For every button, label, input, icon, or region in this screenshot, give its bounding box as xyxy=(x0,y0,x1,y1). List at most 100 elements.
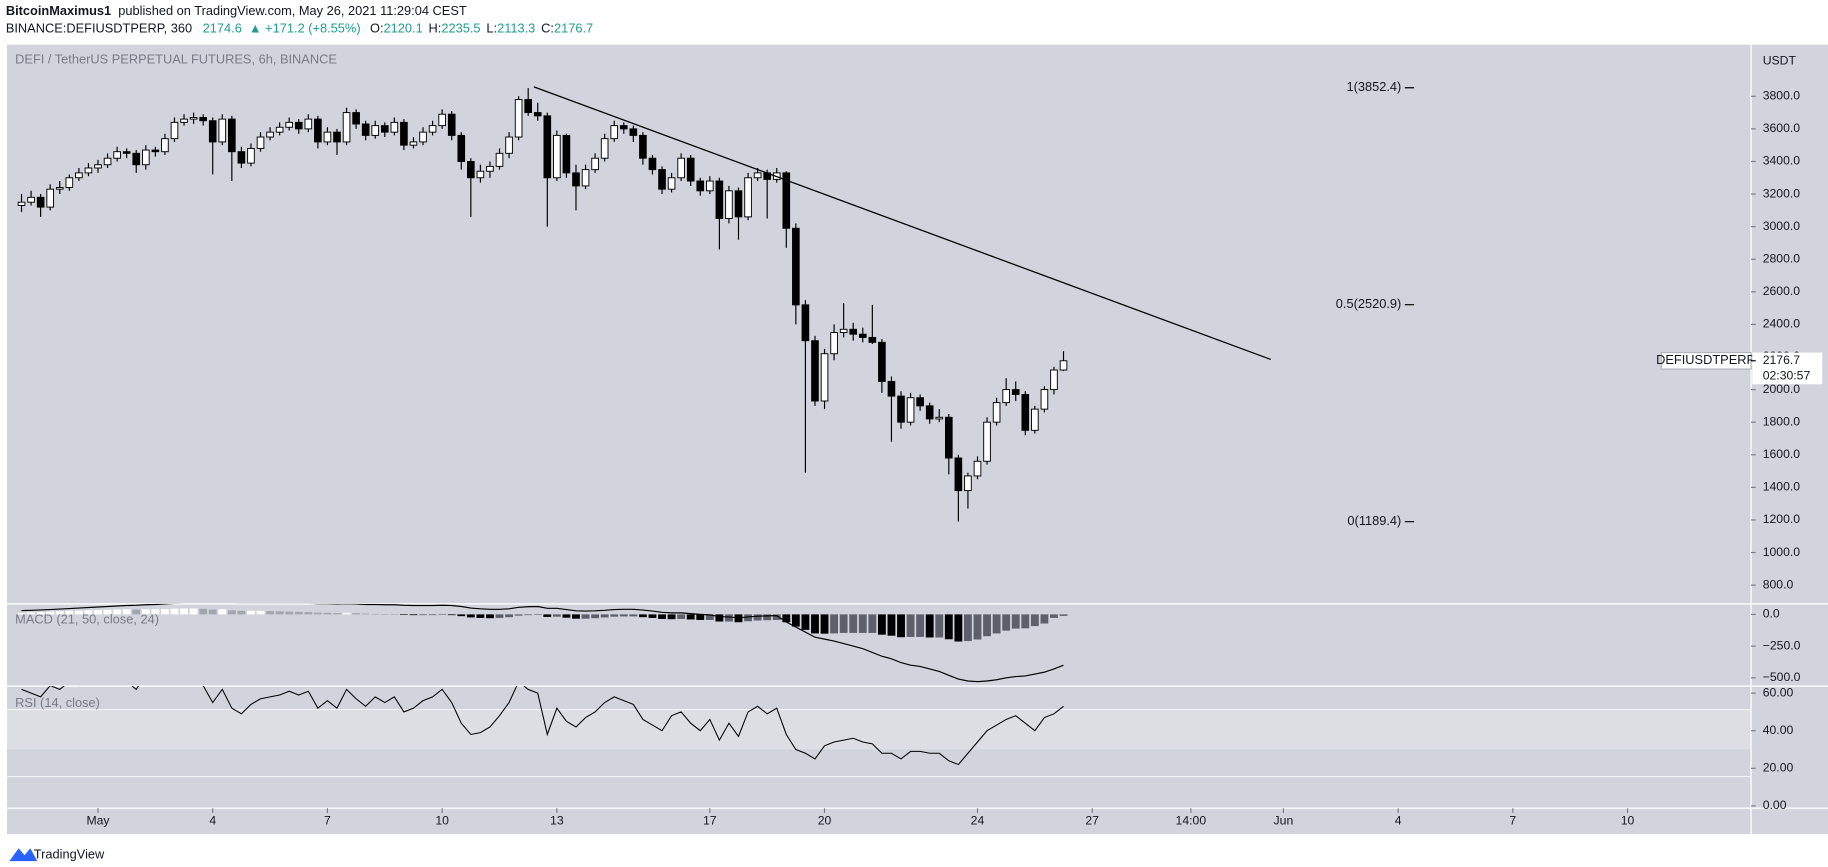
macd-histogram-bar xyxy=(247,610,255,615)
macd-histogram-bar xyxy=(113,609,122,615)
symbol: BINANCE:DEFIUSDTPERP, 360 xyxy=(6,21,192,36)
candle-body xyxy=(715,180,724,219)
candle-body xyxy=(514,99,523,138)
macd-histogram-bar xyxy=(189,608,198,615)
candle-body xyxy=(992,402,1001,423)
chart-area xyxy=(6,44,1828,835)
price-tag xyxy=(1752,352,1823,385)
y-tick-label: 2000.0 xyxy=(1763,382,1801,396)
y-tick-label: 0.00 xyxy=(1763,798,1787,812)
macd-histogram-bar xyxy=(906,614,915,637)
macd-histogram-bar xyxy=(830,614,839,634)
chart-title: DEFI / TetherUS PERPETUAL FUTURES, 6h, B… xyxy=(15,51,337,66)
macd-histogram-bar xyxy=(180,608,188,615)
candle-body xyxy=(858,333,867,338)
candle-body xyxy=(237,151,246,164)
candle-body xyxy=(180,118,188,123)
price-tag-countdown: 02:30:57 xyxy=(1763,368,1811,382)
macd-histogram-bar xyxy=(954,614,963,642)
x-tick-label: 13 xyxy=(550,813,564,827)
macd-histogram-bar xyxy=(925,614,934,638)
candle-body xyxy=(36,196,45,208)
candle-body xyxy=(782,172,791,229)
macd-histogram-bar xyxy=(428,614,437,616)
y-tick-label: 1800.0 xyxy=(1763,414,1801,428)
quote-value: 2113.3 xyxy=(497,21,535,36)
candle-body xyxy=(113,151,121,159)
candle-body xyxy=(486,165,494,172)
y-tick-label: 3400.0 xyxy=(1763,154,1801,168)
macd-histogram-bar xyxy=(772,614,781,620)
x-tick-label: 4 xyxy=(209,813,216,827)
candle-body xyxy=(600,138,609,159)
macd-histogram-bar xyxy=(505,614,513,618)
candle-body xyxy=(467,160,475,179)
candle-body xyxy=(409,141,418,146)
candle-body xyxy=(428,125,437,133)
macd-histogram-bar xyxy=(935,614,944,638)
candle-body xyxy=(55,187,64,190)
candle-body xyxy=(122,151,131,154)
macd-histogram-bar xyxy=(399,614,408,615)
candle-body xyxy=(75,172,83,179)
candle-body xyxy=(294,121,303,130)
candle-body xyxy=(543,115,552,179)
candle-body xyxy=(285,121,294,128)
macd-histogram-bar xyxy=(419,614,427,616)
macd-histogram-bar xyxy=(638,614,647,618)
y-tick-label: 3200.0 xyxy=(1763,186,1801,200)
macd-histogram-bar xyxy=(227,610,236,615)
candle-body xyxy=(734,190,743,218)
macd-histogram-bar xyxy=(696,614,705,620)
y-tick-label: 3800.0 xyxy=(1763,89,1801,103)
candle-body xyxy=(696,180,705,192)
candle-body xyxy=(380,125,389,133)
macd-histogram-bar xyxy=(763,614,772,621)
candle-body xyxy=(314,118,322,143)
candle-body xyxy=(161,138,169,153)
candle-body xyxy=(524,99,532,114)
macd-histogram-bar xyxy=(94,610,102,615)
candle-body xyxy=(820,353,829,402)
macd-histogram-bar xyxy=(514,614,523,616)
macd-histogram-bar xyxy=(1059,614,1068,616)
x-tick-label: Jun xyxy=(1274,813,1294,827)
y-tick-label: 2400.0 xyxy=(1763,317,1801,331)
candle-body xyxy=(304,118,313,130)
candle-body xyxy=(132,152,141,166)
macd-histogram-bar xyxy=(170,608,179,615)
macd-histogram-bar xyxy=(438,614,447,615)
published: published on TradingView.com, May 26, 20… xyxy=(118,3,467,18)
y-tick-label: 3000.0 xyxy=(1763,219,1801,233)
macd-histogram-bar xyxy=(944,614,953,640)
macd-histogram-bar xyxy=(323,612,332,615)
macd-histogram-bar xyxy=(294,611,303,615)
candle-body xyxy=(495,152,504,167)
macd-histogram-bar xyxy=(74,610,83,615)
macd-pane xyxy=(17,603,1068,683)
macd-histogram-bar xyxy=(686,614,695,620)
macd-title: MACD (21, 50, close, 24) xyxy=(15,612,159,627)
candle-body xyxy=(361,123,370,136)
macd-histogram-bar xyxy=(1021,614,1030,629)
x-tick-label: 4 xyxy=(1395,813,1402,827)
macd-histogram-bar xyxy=(1050,614,1058,618)
macd-histogram-bar xyxy=(600,614,609,618)
macd-histogram-bar xyxy=(352,613,361,615)
macd-histogram-bar xyxy=(333,613,341,615)
candle-body xyxy=(247,147,255,164)
quote-value: 2235.5 xyxy=(441,21,480,36)
quote-label: C: xyxy=(541,21,554,36)
y-tick-label: 800.0 xyxy=(1763,577,1794,591)
brand: TradingView xyxy=(34,847,105,862)
macd-histogram-bar xyxy=(868,614,877,633)
candle-body xyxy=(438,113,446,127)
candle-body xyxy=(887,380,896,397)
logo xyxy=(9,848,38,862)
fib-label: 0.5(2520.9) xyxy=(1336,296,1402,311)
macd-histogram-bar xyxy=(285,611,294,615)
macd-histogram-bar xyxy=(916,614,925,637)
candle-body xyxy=(103,157,112,166)
